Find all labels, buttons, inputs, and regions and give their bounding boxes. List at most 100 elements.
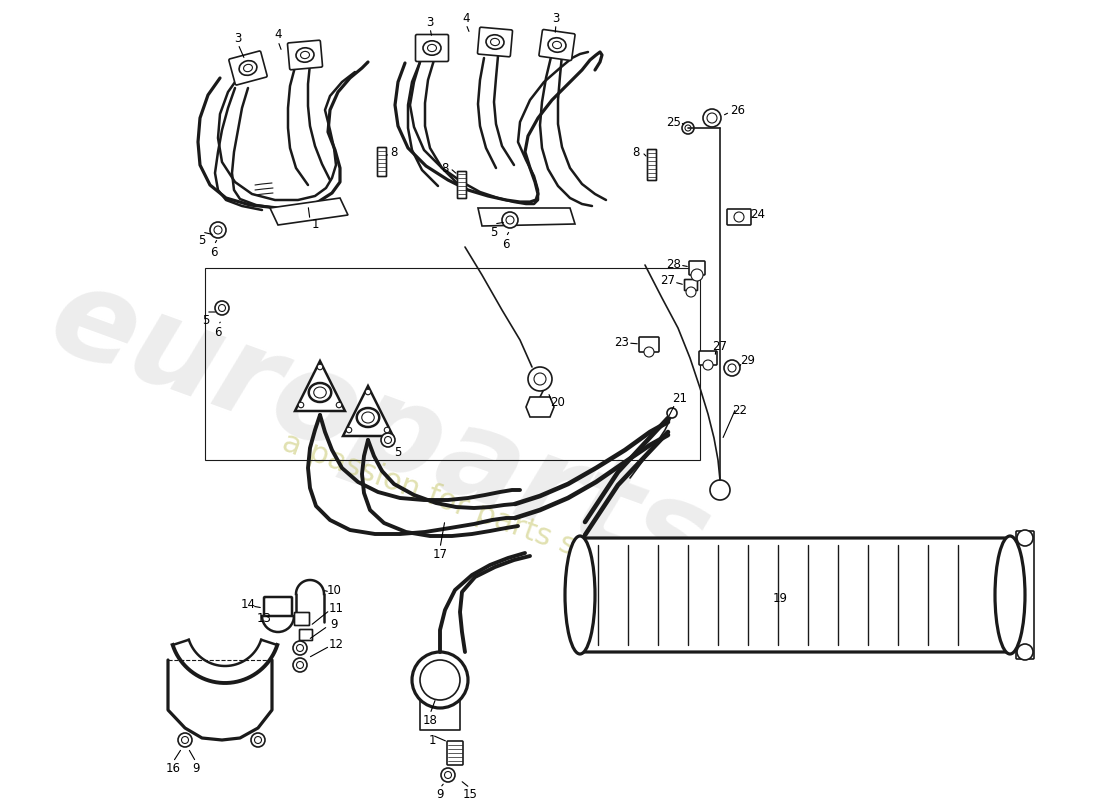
Circle shape	[178, 733, 192, 747]
Circle shape	[346, 427, 352, 433]
Ellipse shape	[356, 408, 380, 427]
Circle shape	[317, 364, 322, 370]
Text: 22: 22	[733, 403, 748, 417]
FancyBboxPatch shape	[698, 351, 717, 365]
Text: 17: 17	[432, 549, 448, 562]
Ellipse shape	[996, 536, 1025, 654]
Circle shape	[734, 212, 744, 222]
Text: 1: 1	[311, 218, 319, 231]
FancyBboxPatch shape	[458, 171, 466, 198]
FancyBboxPatch shape	[299, 630, 312, 641]
Circle shape	[691, 269, 703, 281]
Circle shape	[365, 390, 371, 394]
Text: 23: 23	[615, 335, 629, 349]
FancyBboxPatch shape	[689, 261, 705, 275]
Text: 28: 28	[667, 258, 681, 270]
Text: 4: 4	[462, 11, 470, 25]
Text: 11: 11	[329, 602, 343, 614]
Text: 15: 15	[463, 789, 477, 800]
Circle shape	[441, 768, 455, 782]
Circle shape	[682, 122, 694, 134]
Text: 9: 9	[192, 762, 200, 774]
Circle shape	[381, 433, 395, 447]
Polygon shape	[478, 208, 575, 226]
Text: a passion for parts since 1985: a passion for parts since 1985	[278, 427, 722, 613]
Text: 3: 3	[552, 11, 560, 25]
Ellipse shape	[565, 536, 595, 654]
Circle shape	[710, 480, 730, 500]
Circle shape	[293, 641, 307, 655]
Polygon shape	[270, 198, 348, 225]
Circle shape	[420, 660, 460, 700]
Text: 16: 16	[165, 762, 180, 774]
Text: 10: 10	[327, 583, 341, 597]
Circle shape	[703, 360, 713, 370]
Text: 27: 27	[660, 274, 675, 286]
Text: 5: 5	[198, 234, 206, 246]
FancyBboxPatch shape	[477, 27, 513, 57]
Text: 3: 3	[427, 15, 433, 29]
Circle shape	[644, 347, 654, 357]
Circle shape	[703, 109, 720, 127]
Circle shape	[528, 367, 552, 391]
Text: 29: 29	[740, 354, 756, 366]
Polygon shape	[295, 361, 345, 411]
Circle shape	[1018, 530, 1033, 546]
Ellipse shape	[486, 34, 504, 50]
Circle shape	[210, 222, 225, 238]
Polygon shape	[343, 386, 393, 436]
Text: 9: 9	[437, 789, 443, 800]
Text: 6: 6	[503, 238, 509, 250]
Text: 12: 12	[329, 638, 343, 650]
Circle shape	[251, 733, 265, 747]
Text: 24: 24	[750, 207, 766, 221]
FancyBboxPatch shape	[447, 741, 463, 765]
Circle shape	[686, 287, 696, 297]
Circle shape	[214, 301, 229, 315]
Ellipse shape	[548, 38, 566, 52]
FancyBboxPatch shape	[639, 337, 659, 352]
Ellipse shape	[424, 41, 441, 55]
FancyBboxPatch shape	[229, 51, 267, 85]
Text: 14: 14	[241, 598, 255, 610]
Circle shape	[412, 652, 468, 708]
Text: 4: 4	[274, 29, 282, 42]
Text: 13: 13	[256, 611, 272, 625]
Text: 3: 3	[234, 31, 242, 45]
Circle shape	[384, 427, 389, 433]
Circle shape	[293, 658, 307, 672]
FancyBboxPatch shape	[648, 150, 657, 181]
Text: 1: 1	[428, 734, 436, 746]
Text: 8: 8	[441, 162, 449, 174]
Text: 5: 5	[202, 314, 210, 326]
FancyBboxPatch shape	[377, 147, 386, 177]
Ellipse shape	[296, 48, 314, 62]
Polygon shape	[526, 397, 554, 417]
Ellipse shape	[309, 383, 331, 402]
Text: europarts: europarts	[35, 255, 725, 605]
Text: 20: 20	[551, 395, 565, 409]
Text: 27: 27	[713, 339, 727, 353]
Text: 5: 5	[394, 446, 402, 458]
Circle shape	[298, 402, 304, 408]
Text: 19: 19	[772, 591, 788, 605]
Wedge shape	[262, 616, 294, 632]
FancyBboxPatch shape	[416, 34, 449, 62]
Circle shape	[502, 212, 518, 228]
FancyBboxPatch shape	[1016, 531, 1034, 659]
Text: 25: 25	[667, 115, 681, 129]
Circle shape	[337, 402, 342, 408]
FancyBboxPatch shape	[684, 279, 697, 290]
Text: 8: 8	[390, 146, 398, 158]
Text: 26: 26	[730, 103, 746, 117]
Circle shape	[724, 360, 740, 376]
FancyBboxPatch shape	[264, 597, 292, 621]
FancyBboxPatch shape	[295, 613, 309, 626]
Text: 9: 9	[330, 618, 338, 630]
FancyBboxPatch shape	[539, 30, 575, 61]
FancyBboxPatch shape	[287, 40, 322, 70]
FancyBboxPatch shape	[578, 538, 1012, 652]
Ellipse shape	[239, 61, 257, 75]
Text: 21: 21	[672, 391, 688, 405]
Text: 8: 8	[632, 146, 640, 158]
